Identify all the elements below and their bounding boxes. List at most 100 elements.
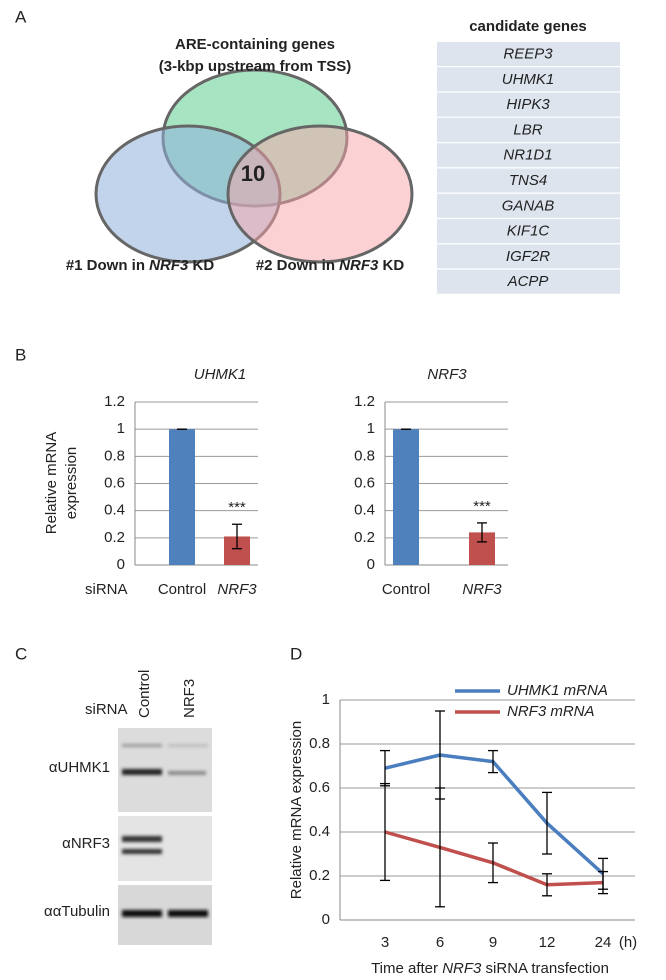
- y-tick-label: 0.6: [104, 474, 125, 491]
- band: [122, 910, 162, 917]
- y-tick-label: 1.2: [354, 393, 375, 410]
- venn-set-label: #1 Down in NRF3 KD: [66, 257, 215, 274]
- panel-label: D: [290, 644, 302, 663]
- y-tick-label: 0: [322, 911, 330, 928]
- x-tick-label: NRF3: [217, 581, 257, 598]
- venn-set-label-part: #2 Down in: [256, 257, 339, 274]
- legend-label: UHMK1 mRNA: [507, 682, 608, 699]
- table-row: [437, 219, 620, 244]
- y-tick-label: 0: [367, 556, 375, 573]
- table-row: [437, 117, 620, 142]
- y-tick-label: 0.8: [104, 447, 125, 464]
- table-cell: REEP3: [503, 45, 553, 62]
- y-tick-label: 1: [322, 691, 330, 708]
- venn-set-label-part: #1 Down in: [66, 257, 149, 274]
- band: [122, 849, 162, 854]
- table-row: [437, 193, 620, 218]
- x-tick-label: NRF3: [462, 581, 502, 598]
- table-cell: ACPP: [507, 273, 549, 290]
- y-tick-label: 0.8: [309, 735, 330, 752]
- table-row: [437, 244, 620, 269]
- table-row: [437, 92, 620, 117]
- blot: [118, 728, 212, 945]
- error-bar: [542, 791, 552, 855]
- y-tick-label: 0.6: [354, 474, 375, 491]
- y-axis-label: Relative mRNA expression: [288, 721, 305, 899]
- legend-label: NRF3 mRNA: [507, 703, 595, 720]
- table-header: candidate genes: [469, 18, 587, 35]
- x-axis-label: Time after NRF3 siRNA transfection: [371, 960, 609, 977]
- table-row: [437, 42, 620, 66]
- x-axis-label-part: NRF3: [442, 960, 482, 977]
- table-cell: KIF1C: [507, 223, 550, 240]
- table-row: [437, 168, 620, 193]
- y-tick-label: 0.6: [309, 779, 330, 796]
- x-axis-label: siRNA: [85, 581, 128, 598]
- error-bar: [488, 842, 498, 884]
- band: [122, 744, 162, 747]
- significance-label: ***: [473, 498, 491, 515]
- blot-row-label: αUHMK1: [49, 759, 110, 776]
- table-row: [437, 143, 620, 168]
- y-tick-label: 0: [117, 556, 125, 573]
- blot-condition: siRNA: [85, 701, 128, 718]
- table-cell: GANAB: [502, 197, 555, 214]
- panel-label: B: [15, 345, 26, 364]
- error-bar: [477, 522, 487, 543]
- x-axis-label-part: siRNA transfection: [481, 960, 609, 977]
- table-cell: IGF2R: [506, 248, 550, 265]
- venn-set-label-part: KD: [188, 257, 214, 274]
- y-tick-label: 1: [367, 420, 375, 437]
- table-cell: TNS4: [509, 172, 547, 189]
- bar: [393, 429, 419, 565]
- table-cell: NR1D1: [503, 147, 552, 164]
- band: [122, 836, 162, 842]
- venn-count: 10: [241, 161, 265, 186]
- table-cell: HIPK3: [506, 96, 550, 113]
- band: [122, 769, 162, 775]
- bar: [169, 429, 195, 565]
- x-tick-label: Control: [158, 581, 206, 598]
- x-tick-label: 24: [595, 934, 612, 951]
- x-tick-label: Control: [382, 581, 430, 598]
- y-tick-label: 0.4: [309, 823, 330, 840]
- venn-set-label-part: KD: [378, 257, 404, 274]
- error-bar: [232, 523, 242, 550]
- panel-label: A: [15, 7, 27, 26]
- significance-label: ***: [228, 499, 246, 516]
- x-tick-label: 12: [539, 934, 556, 951]
- y-tick-label: 1: [117, 420, 125, 437]
- error-bar: [435, 787, 445, 908]
- table-row: [437, 269, 620, 294]
- venn-set-label: #2 Down in NRF3 KD: [256, 257, 405, 274]
- table-row: [437, 67, 620, 92]
- x-tick-label: 6: [436, 934, 444, 951]
- venn-title: ARE-containing genes: [175, 36, 335, 53]
- x-axis-label-part: Time after: [371, 960, 442, 977]
- chart-title: UHMK1: [194, 366, 247, 383]
- band: [168, 910, 208, 917]
- band: [168, 744, 208, 747]
- lane-label: NRF3: [181, 679, 198, 718]
- error-bar: [598, 870, 608, 895]
- venn-title: (3-kbp upstream from TSS): [159, 58, 352, 75]
- error-bar: [380, 782, 390, 882]
- error-bar: [488, 749, 498, 774]
- venn-set-right: [226, 124, 414, 264]
- error-bar: [542, 873, 552, 897]
- venn-set-label-part: NRF3: [339, 257, 379, 274]
- x-tick-label: 3: [381, 934, 389, 951]
- y-axis-label: Relative mRNA: [43, 432, 60, 535]
- y-tick-label: 0.4: [354, 502, 375, 519]
- y-tick-label: 0.2: [354, 529, 375, 546]
- y-axis-label: expression: [63, 447, 80, 520]
- lane-label: Control: [136, 670, 153, 718]
- x-unit: (h): [619, 934, 637, 951]
- x-tick-label: 9: [489, 934, 497, 951]
- panel-label: C: [15, 644, 27, 663]
- blot-row-label: ααTubulin: [44, 903, 110, 920]
- y-tick-label: 0.8: [354, 447, 375, 464]
- blot-row-label: αNRF3: [62, 835, 110, 852]
